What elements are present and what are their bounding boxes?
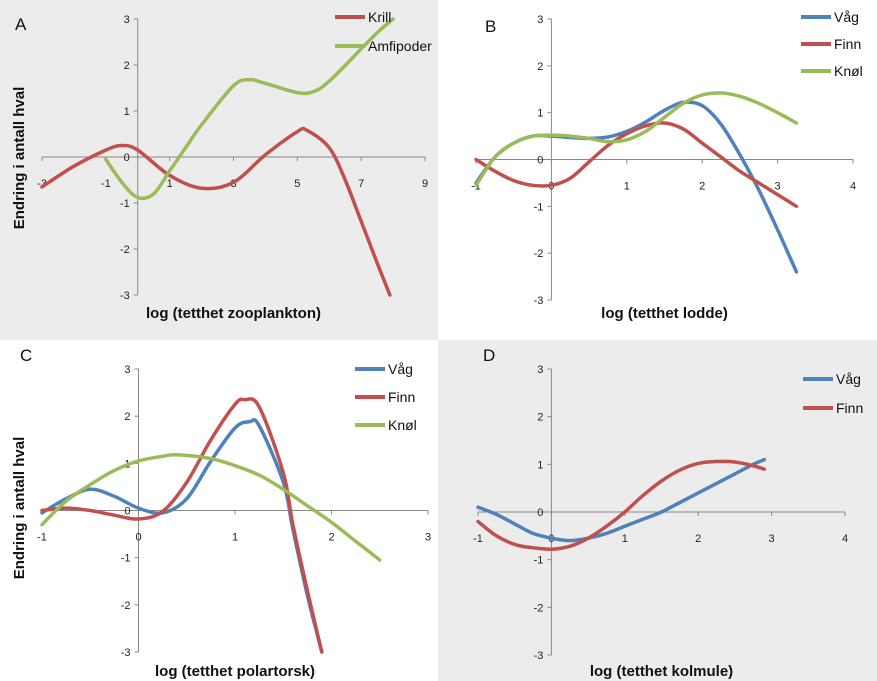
chart-a-y-axis-label: Endring i antall hval <box>11 87 28 230</box>
chart-c-y-tick-label: -3 <box>121 647 131 659</box>
chart-b-y-tick-label: 0 <box>537 155 543 167</box>
chart-d-series-line-finn <box>476 459 767 551</box>
chart-d-y-tick-label: -2 <box>534 602 544 614</box>
chart-a-x-tick-label: -1 <box>101 178 111 190</box>
chart-a-legend-label: Amfipoder <box>368 38 432 54</box>
chart-a-panel-letter: A <box>15 15 27 34</box>
chart-a-y-tick-label: -3 <box>120 290 130 302</box>
chart-d-y-tick-label: -3 <box>534 650 544 662</box>
chart-c-x-tick-label: -1 <box>37 532 47 544</box>
chart-a-y-tick-label: 2 <box>124 60 130 72</box>
chart-panel-d: D -3 -2 -1 0 1 2 3 -1 0 1 2 3 4 log (tetthet kolmule) V… <box>438 340 877 681</box>
chart-d-y-tick-label: 0 <box>537 507 543 519</box>
chart-c-y-tick-label: 2 <box>124 411 130 423</box>
chart-c-x-axis-label: log (tetthet polartorsk) <box>155 663 315 680</box>
chart-c-x-tick-label: 1 <box>232 532 238 544</box>
chart-a-x-tick-label: 7 <box>358 178 364 190</box>
chart-c-y-tick-label: -2 <box>121 600 131 612</box>
chart-c-legend-label: Våg <box>388 361 413 377</box>
chart-panel-a: A -3 -2 -1 0 1 2 3 -3 -1 1 3 5 7 9 log (tetthet zooplan… <box>0 0 438 340</box>
chart-d-legend-label: Våg <box>836 371 861 387</box>
chart-b-y-tick-label: 3 <box>537 14 543 26</box>
chart-a-series-line-krill <box>40 126 392 297</box>
chart-b-y-tick-label: -3 <box>534 295 544 307</box>
chart-d-x-tick-label: 4 <box>842 533 848 545</box>
chart-c-x-tick-label: 2 <box>328 532 334 544</box>
chart-b-legend-label: Våg <box>834 9 859 25</box>
chart-d-y-tick-label: 1 <box>537 459 543 471</box>
chart-a-x-axis-label: log (tetthet zooplankton) <box>146 305 321 322</box>
chart-panel-b: B -3 -2 -1 0 1 2 3 -1 0 1 2 3 4 log (tetthet lodde) Våg… <box>438 0 877 340</box>
chart-panel-c: C -3 -2 -1 0 1 2 3 -1 0 1 2 3 log (tetthet polartorsk… <box>0 340 438 681</box>
chart-a-series-line-amfipoder <box>104 17 395 201</box>
chart-a-x-tick-label: 1 <box>167 178 173 190</box>
chart-b-y-tick-label: 1 <box>537 108 543 120</box>
chart-b-x-axis-label: log (tetthet lodde) <box>601 305 728 322</box>
chart-d-y-tick-label: 2 <box>537 412 543 424</box>
chart-b-x-tick-label: 2 <box>699 181 705 193</box>
chart-b-x-tick-label: 4 <box>850 181 856 193</box>
chart-c-legend-label: Finn <box>388 389 415 405</box>
chart-a-y-tick-label: 1 <box>124 106 130 118</box>
chart-d-x-tick-label: 1 <box>622 533 628 545</box>
chart-c-x-tick-label: 0 <box>135 532 141 544</box>
chart-a-y-tick-label: 3 <box>124 14 130 26</box>
chart-c-y-tick-label: 3 <box>124 364 130 376</box>
chart-d-y-tick-label: 3 <box>537 364 543 376</box>
chart-b-y-tick-label: -2 <box>534 248 544 260</box>
chart-a-x-tick-label: -3 <box>37 178 47 190</box>
chart-c-series-line-finn <box>40 397 324 654</box>
chart-d-series-line-v-g <box>476 457 767 543</box>
chart-b-y-tick-label: 2 <box>537 61 543 73</box>
chart-b-panel-letter: B <box>485 17 496 36</box>
chart-d-x-tick-label: 2 <box>695 533 701 545</box>
chart-d-panel-letter: D <box>483 346 495 365</box>
chart-b-series-line-kn-l <box>474 91 799 188</box>
chart-b-legend-label: Knøl <box>834 63 863 79</box>
chart-a-legend-label: Krill <box>368 9 391 25</box>
chart-c-x-tick-label: 3 <box>425 532 431 544</box>
chart-a-y-tick-label: -1 <box>120 198 130 210</box>
chart-b-x-tick-label: 3 <box>775 181 781 193</box>
chart-a-y-tick-label: 0 <box>124 152 130 164</box>
chart-c-y-tick-label: -1 <box>121 553 131 565</box>
chart-b-x-tick-label: 1 <box>624 181 630 193</box>
chart-d-x-axis-label: log (tetthet kolmule) <box>590 663 733 680</box>
chart-c-y-axis-label: Endring i antall hval <box>11 437 28 580</box>
chart-a-y-tick-label: -2 <box>120 244 130 256</box>
chart-b-series-line-finn <box>474 121 799 209</box>
chart-c-legend-label: Knøl <box>388 417 417 433</box>
chart-a-x-tick-label: 9 <box>422 178 428 190</box>
chart-b-y-tick-label: -1 <box>534 201 544 213</box>
chart-b-legend-label: Finn <box>834 36 861 52</box>
chart-c-y-tick-label: 0 <box>124 506 130 518</box>
chart-d-legend-label: Finn <box>836 400 863 416</box>
chart-c-series-line-kn-l <box>40 452 382 562</box>
chart-c-panel-letter: C <box>20 346 32 365</box>
chart-d-y-tick-label: -1 <box>534 555 544 567</box>
chart-d-x-tick-label: -1 <box>473 533 483 545</box>
chart-d-x-tick-label: 3 <box>769 533 775 545</box>
chart-a-x-tick-label: 5 <box>294 178 300 190</box>
